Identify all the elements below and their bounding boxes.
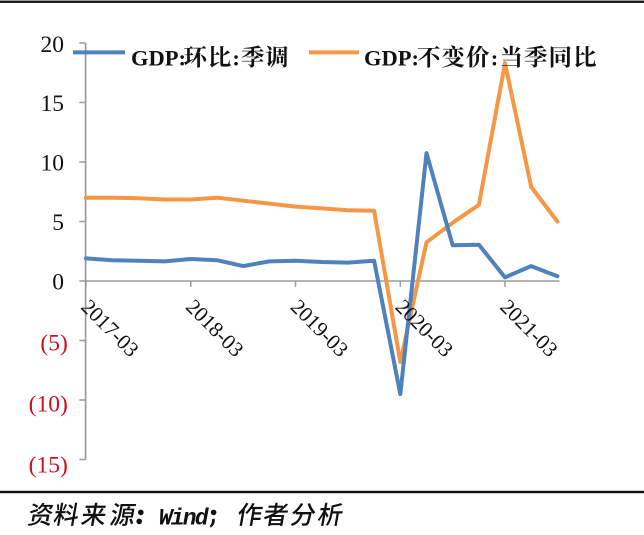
svg-text:GDP:: GDP: <box>131 46 186 71</box>
svg-text:15: 15 <box>41 91 65 117</box>
svg-text::: : <box>232 46 240 71</box>
svg-text:20: 20 <box>41 32 65 58</box>
svg-text:GDP:: GDP: <box>364 46 419 71</box>
svg-text:5: 5 <box>52 210 64 236</box>
svg-text:0: 0 <box>52 269 64 295</box>
svg-text:Wind: Wind <box>159 505 210 530</box>
svg-text:(5): (5) <box>40 331 67 357</box>
svg-text:(15): (15) <box>29 452 68 478</box>
svg-text:(10): (10) <box>29 392 68 418</box>
svg-text::: : <box>491 46 499 71</box>
svg-text:10: 10 <box>41 151 65 177</box>
